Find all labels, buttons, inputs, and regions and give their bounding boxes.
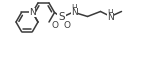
Text: N: N <box>71 8 78 17</box>
Text: O: O <box>52 21 59 30</box>
Text: H: H <box>72 4 77 13</box>
Text: N: N <box>107 13 114 22</box>
Text: H: H <box>108 9 113 18</box>
Text: O: O <box>64 21 71 30</box>
Text: S: S <box>58 12 65 22</box>
Text: N: N <box>29 8 36 17</box>
